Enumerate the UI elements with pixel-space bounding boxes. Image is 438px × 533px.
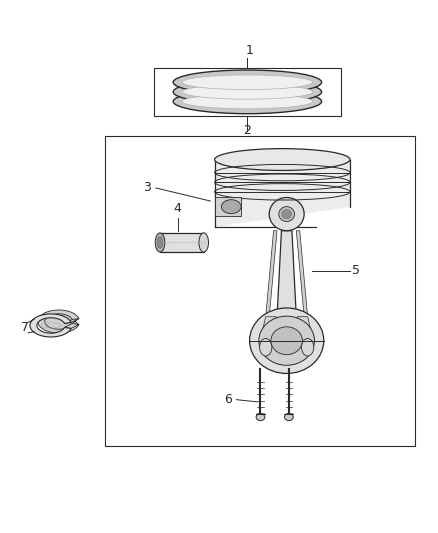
Ellipse shape	[182, 85, 313, 99]
Bar	[106, 135, 416, 446]
Polygon shape	[260, 317, 276, 341]
Polygon shape	[215, 159, 350, 227]
Polygon shape	[297, 317, 314, 341]
Polygon shape	[277, 231, 296, 317]
Ellipse shape	[182, 75, 313, 90]
Ellipse shape	[221, 200, 241, 214]
Polygon shape	[38, 310, 79, 333]
Ellipse shape	[260, 338, 272, 356]
Ellipse shape	[259, 316, 314, 365]
Text: 3: 3	[144, 181, 151, 195]
Text: 4: 4	[173, 201, 181, 215]
Polygon shape	[30, 314, 71, 337]
Text: 5: 5	[352, 264, 360, 277]
Ellipse shape	[182, 94, 313, 109]
Ellipse shape	[269, 198, 304, 231]
Bar	[153, 68, 341, 116]
Text: 6: 6	[224, 393, 232, 406]
Polygon shape	[266, 231, 277, 317]
Ellipse shape	[173, 70, 321, 94]
Ellipse shape	[173, 89, 321, 114]
Polygon shape	[215, 197, 241, 216]
Polygon shape	[160, 233, 204, 252]
Ellipse shape	[256, 414, 265, 421]
Polygon shape	[64, 324, 79, 328]
Polygon shape	[296, 231, 307, 317]
Ellipse shape	[271, 327, 303, 354]
Polygon shape	[64, 319, 79, 324]
Ellipse shape	[250, 308, 324, 374]
Ellipse shape	[215, 149, 350, 171]
Ellipse shape	[279, 207, 294, 222]
Ellipse shape	[173, 79, 321, 104]
Text: 7: 7	[21, 321, 29, 334]
Text: 2: 2	[244, 124, 251, 137]
Ellipse shape	[157, 237, 163, 248]
Ellipse shape	[285, 414, 293, 421]
Ellipse shape	[155, 233, 165, 252]
Text: 1: 1	[246, 44, 254, 57]
Ellipse shape	[199, 233, 208, 252]
Ellipse shape	[282, 209, 291, 219]
Ellipse shape	[301, 338, 314, 356]
